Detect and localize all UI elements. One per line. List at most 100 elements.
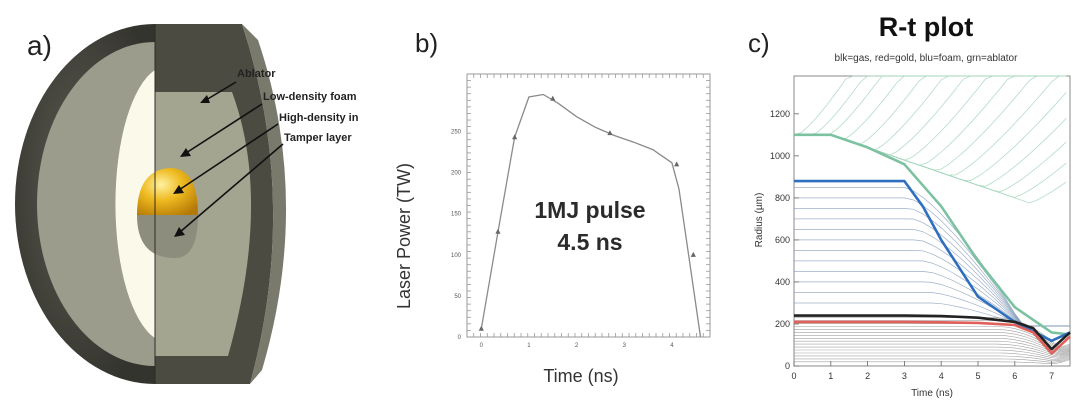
y-tick-label: 0: [785, 361, 790, 371]
y-tick-label: 150: [451, 212, 462, 218]
ablator-zone-line: [794, 134, 1067, 198]
gas-zone-line: [794, 352, 1071, 360]
ablator-zone-line: [794, 75, 1067, 156]
annotation-energy: 1MJ pulse: [534, 197, 645, 223]
capsule-diagram: Ablator Low-density foam High-density in…: [15, 24, 359, 384]
label-high-density-text: High-density in: [279, 112, 359, 124]
foam-zone-line: [794, 208, 1070, 327]
y-axis-label: Laser Power (TW): [394, 163, 414, 309]
y-tick-label: 800: [775, 193, 790, 203]
gas-zone-line: [794, 332, 1071, 353]
x-tick-label: 2: [575, 343, 579, 349]
y-tick-label: 0: [458, 335, 462, 341]
x-axis-label: Time (ns): [911, 388, 953, 399]
foam-zone-line: [794, 229, 1070, 327]
x-tick-label: 1: [527, 343, 531, 349]
gas-zone-line: [794, 346, 1071, 358]
gas-zone-line: [794, 340, 1071, 356]
panel-c-letter: c): [748, 28, 770, 58]
pulse-marker: [512, 134, 518, 140]
arrow-tamper: [179, 143, 284, 233]
y-tick-label: 400: [775, 277, 790, 287]
label-tamper: Tamper layer: [174, 132, 352, 237]
x-tick-label: 4: [939, 371, 944, 381]
y-tick-label: 250: [451, 130, 462, 136]
y-tick-label: 1000: [770, 151, 790, 161]
pulse-markers: [478, 95, 696, 331]
x-tick-label: 0: [480, 343, 484, 349]
annotation-duration: 4.5 ns: [557, 229, 622, 255]
tick-labels: 0 1 2 3 4 0 50 100 150 200 250: [451, 130, 674, 349]
label-foam-text: Low-density foam: [263, 91, 357, 103]
pulse-line: [480, 93, 702, 338]
pulse-marker: [550, 95, 556, 101]
y-tick-label: 50: [454, 294, 461, 300]
panel-a-letter: a): [27, 30, 52, 61]
x-tick-label: 7: [1049, 371, 1054, 381]
ablator-zone-line: [794, 134, 1067, 193]
x-tick-label: 0: [791, 371, 796, 381]
gas-zone-line: [794, 338, 1071, 355]
panel-a: Ablator Low-density foam High-density in…: [0, 0, 385, 403]
x-tick-label: 3: [623, 343, 627, 349]
y-tick-label: 200: [451, 171, 462, 177]
x-tick-label: 5: [975, 371, 980, 381]
gas-zone-line: [794, 317, 1071, 348]
series-lines: [794, 133, 1071, 355]
arrow-ablator: [205, 81, 237, 101]
arrow-tamper-head: [174, 227, 185, 237]
series-line-gas: [794, 314, 1071, 351]
ablator-zone-line: [794, 75, 1067, 166]
arrow-foam: [185, 103, 263, 154]
pulse-marker: [478, 325, 484, 331]
panel-b: b) 0 1 2 3 4 0 50 100 150 200 250 1MJ pulse 4.5 ns…: [385, 0, 730, 403]
r-t-plot: c) R-t plot blk=gas, red=gold, blu=foam,…: [748, 12, 1071, 399]
ablator-zone-line: [794, 75, 1067, 161]
gas-zone-line: [794, 349, 1071, 359]
foam-zone-line: [794, 197, 1070, 327]
label-ablator-text: Ablator: [237, 68, 276, 80]
label-high-density: High-density in: [173, 112, 359, 194]
x-tick-label: 3: [902, 371, 907, 381]
x-tick-label: 2: [865, 371, 870, 381]
foam-zone-line: [794, 281, 1070, 327]
arrow-high-density: [178, 123, 279, 191]
chart-subtitle: blk=gas, red=gold, blu=foam, grn=ablator: [835, 53, 1019, 64]
y-tick-label: 100: [451, 253, 462, 259]
series-line-ablator: [794, 133, 1071, 336]
laser-pulse-chart: b) 0 1 2 3 4 0 50 100 150 200 250 1MJ pulse 4.5 ns…: [394, 28, 711, 386]
panel-c: c) R-t plot blk=gas, red=gold, blu=foam,…: [730, 0, 1073, 403]
y-tick-label: 200: [775, 319, 790, 329]
chart-title: R-t plot: [879, 12, 973, 42]
gas-zone-line: [794, 326, 1071, 351]
tamper-layer: [137, 215, 198, 258]
gas-zone-line: [794, 359, 1071, 365]
gas-zone-line: [794, 329, 1071, 352]
gas-zone-line: [794, 358, 1071, 363]
tick-marks: [793, 113, 1053, 367]
tick-labels: 0 1 2 3 4 5 6 7 0 200 400 600 800 1000 1200: [770, 109, 1054, 381]
gas-zone-line: [794, 343, 1071, 357]
arrow-foam-head: [180, 148, 191, 157]
gas-zone-line: [794, 335, 1071, 354]
x-tick-label: 1: [828, 371, 833, 381]
x-tick-label: 4: [670, 343, 674, 349]
pulse-marker: [607, 130, 613, 136]
y-tick-label: 600: [775, 235, 790, 245]
series-line-gold: [794, 320, 1071, 355]
pulse-marker: [690, 251, 696, 257]
ablator-zone-line: [794, 75, 1067, 151]
foam-zone-line: [794, 239, 1070, 327]
arrow-high-density-head: [173, 185, 184, 194]
cavity: [115, 70, 155, 338]
x-tick-label: 6: [1012, 371, 1017, 381]
ablator-zone-line: [794, 75, 1067, 145]
pulse-marker: [495, 228, 501, 234]
arrow-ablator-head: [200, 95, 210, 103]
tick-marks: [466, 73, 711, 338]
label-ablator: Ablator: [200, 68, 276, 103]
y-axis-label: Radius (µm): [754, 193, 765, 248]
y-tick-label: 1200: [770, 109, 790, 119]
ablator-outer-rim: [242, 24, 287, 384]
label-foam: Low-density foam: [180, 91, 357, 157]
